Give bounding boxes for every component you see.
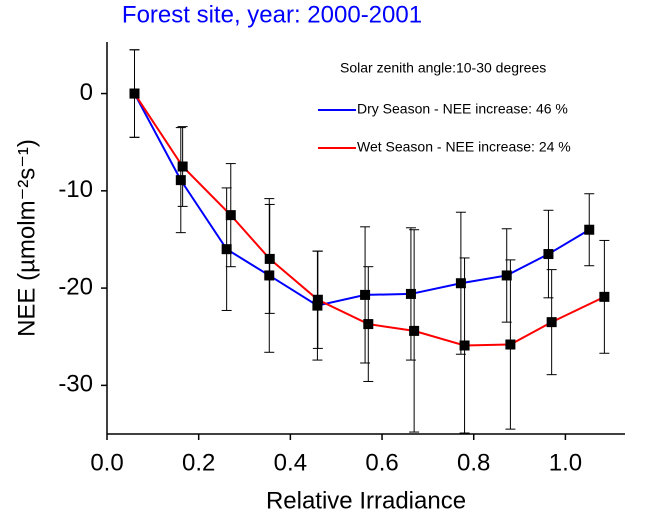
x-axis-label: Relative Irradiance bbox=[266, 487, 466, 514]
y-tick-label: -30 bbox=[58, 371, 93, 398]
marker bbox=[363, 319, 374, 330]
marker bbox=[455, 278, 466, 289]
marker bbox=[177, 161, 188, 172]
marker bbox=[501, 270, 512, 281]
marker bbox=[405, 288, 416, 299]
marker bbox=[584, 224, 595, 235]
marker bbox=[599, 291, 610, 302]
series-line bbox=[133, 93, 590, 307]
x-tick-label: 0.0 bbox=[90, 449, 123, 476]
y-tick-label: 0 bbox=[80, 79, 93, 106]
x-tick-label: 0.2 bbox=[182, 449, 215, 476]
x-tick-label: 1.0 bbox=[549, 449, 582, 476]
x-tick-label: 0.6 bbox=[365, 449, 398, 476]
marker bbox=[505, 339, 516, 350]
marker bbox=[221, 244, 232, 255]
legend-label: Wet Season - NEE increase: 24 % bbox=[357, 139, 571, 155]
marker bbox=[312, 294, 323, 305]
series-line bbox=[133, 93, 605, 347]
marker bbox=[129, 88, 140, 99]
y-tick-label: -10 bbox=[58, 176, 93, 203]
x-tick-label: 0.4 bbox=[274, 449, 307, 476]
marker bbox=[264, 270, 275, 281]
marker bbox=[409, 325, 420, 336]
y-axis-label: NEE (µmolm⁻²s⁻¹) bbox=[13, 139, 40, 337]
y-tick-label: -20 bbox=[58, 273, 93, 300]
marker bbox=[312, 300, 323, 311]
marker bbox=[225, 210, 236, 221]
annotation: Solar zenith angle:10-30 degrees bbox=[340, 60, 546, 76]
marker bbox=[543, 249, 554, 260]
marker bbox=[175, 175, 186, 186]
chart-title: Forest site, year: 2000-2001 bbox=[122, 1, 422, 28]
marker bbox=[546, 317, 557, 328]
marker bbox=[264, 253, 275, 264]
x-tick-label: 0.8 bbox=[457, 449, 490, 476]
legend-label: Dry Season - NEE increase: 46 % bbox=[357, 101, 568, 117]
marker bbox=[360, 289, 371, 300]
marker bbox=[459, 340, 470, 351]
